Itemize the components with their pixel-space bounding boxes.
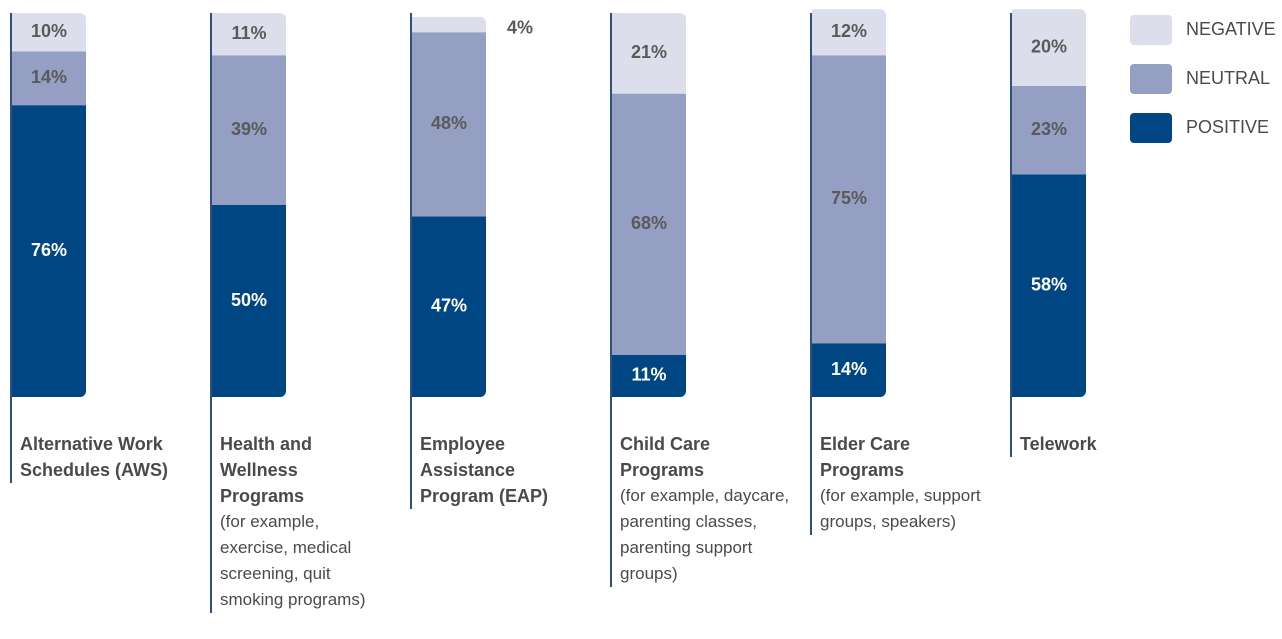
bar-segment (212, 55, 286, 205)
bar-segment (412, 216, 486, 397)
value-label: 58% (1031, 274, 1067, 294)
value-label: 39% (231, 119, 267, 139)
value-label: 23% (1031, 119, 1067, 139)
value-label: 11% (631, 365, 666, 385)
category-label: Telework (1010, 13, 1195, 457)
category-label: Child Care Programs (for example, daycare… (610, 13, 795, 587)
value-label: 50% (231, 290, 267, 310)
value-label: 4% (507, 18, 533, 38)
category-label: Alternative Work Schedules (AWS) (10, 13, 195, 483)
value-label: 21% (631, 42, 667, 62)
category-label: Health and Wellness Programs (for example… (210, 13, 395, 613)
bar-segment (612, 354, 686, 397)
value-label: 47% (431, 296, 467, 316)
legend-label: NEUTRAL (1186, 68, 1271, 88)
category-name: Employee Assistance Program (EAP) (420, 434, 549, 506)
value-label: 76% (31, 240, 67, 260)
legend-label: POSITIVE (1186, 117, 1270, 137)
category-label: Employee Assistance Program (EAP) (410, 13, 595, 509)
legend-swatch (1130, 64, 1172, 94)
category-name: Child Care Programs (620, 434, 711, 480)
category-description: (for example, support groups, speakers) (820, 486, 981, 531)
value-label: 20% (1031, 36, 1067, 56)
value-label: 68% (631, 213, 667, 233)
category-name: Health and Wellness Programs (220, 434, 313, 506)
bar-segment (812, 55, 886, 344)
bar-segment (812, 343, 886, 397)
bar-segment (612, 13, 686, 94)
bar-group (412, 16, 486, 397)
legend-swatch (1130, 113, 1172, 143)
value-label: 48% (431, 113, 467, 133)
bar-segment (1012, 9, 1086, 86)
category-name: Elder Care Programs (820, 434, 911, 480)
bar-segment (612, 93, 686, 355)
bar-group (1012, 9, 1086, 397)
bar-segment (412, 32, 486, 217)
legend-swatch (1130, 15, 1172, 45)
bar-segment (1012, 174, 1086, 397)
category-name: Alternative Work Schedules (AWS) (20, 434, 169, 480)
category-name: Telework (1020, 434, 1097, 454)
bar-group (212, 13, 286, 397)
bar-segment (212, 205, 286, 397)
bar-group (12, 13, 86, 397)
value-label: 14% (31, 67, 67, 87)
bar-segment (12, 51, 86, 106)
value-label: 14% (831, 359, 867, 379)
bar-segment (412, 16, 486, 33)
value-label: 75% (831, 188, 867, 208)
value-label: 11% (231, 23, 266, 43)
category-label: Elder Care Programs (for example, support… (810, 13, 995, 535)
category-description: (for example, exercise, medical screenin… (220, 512, 366, 609)
bar-segment (12, 13, 86, 52)
bar-segment (1012, 85, 1086, 175)
bar-group (612, 13, 686, 397)
category-description: (for example, daycare, parenting classes… (620, 486, 790, 583)
legend-label: NEGATIVE (1186, 19, 1276, 39)
bar-segment (12, 105, 86, 397)
bar-group (812, 9, 886, 397)
bar-segment (212, 13, 286, 56)
bar-segment (812, 9, 886, 56)
value-label: 12% (831, 21, 867, 41)
value-label: 10% (31, 21, 67, 41)
